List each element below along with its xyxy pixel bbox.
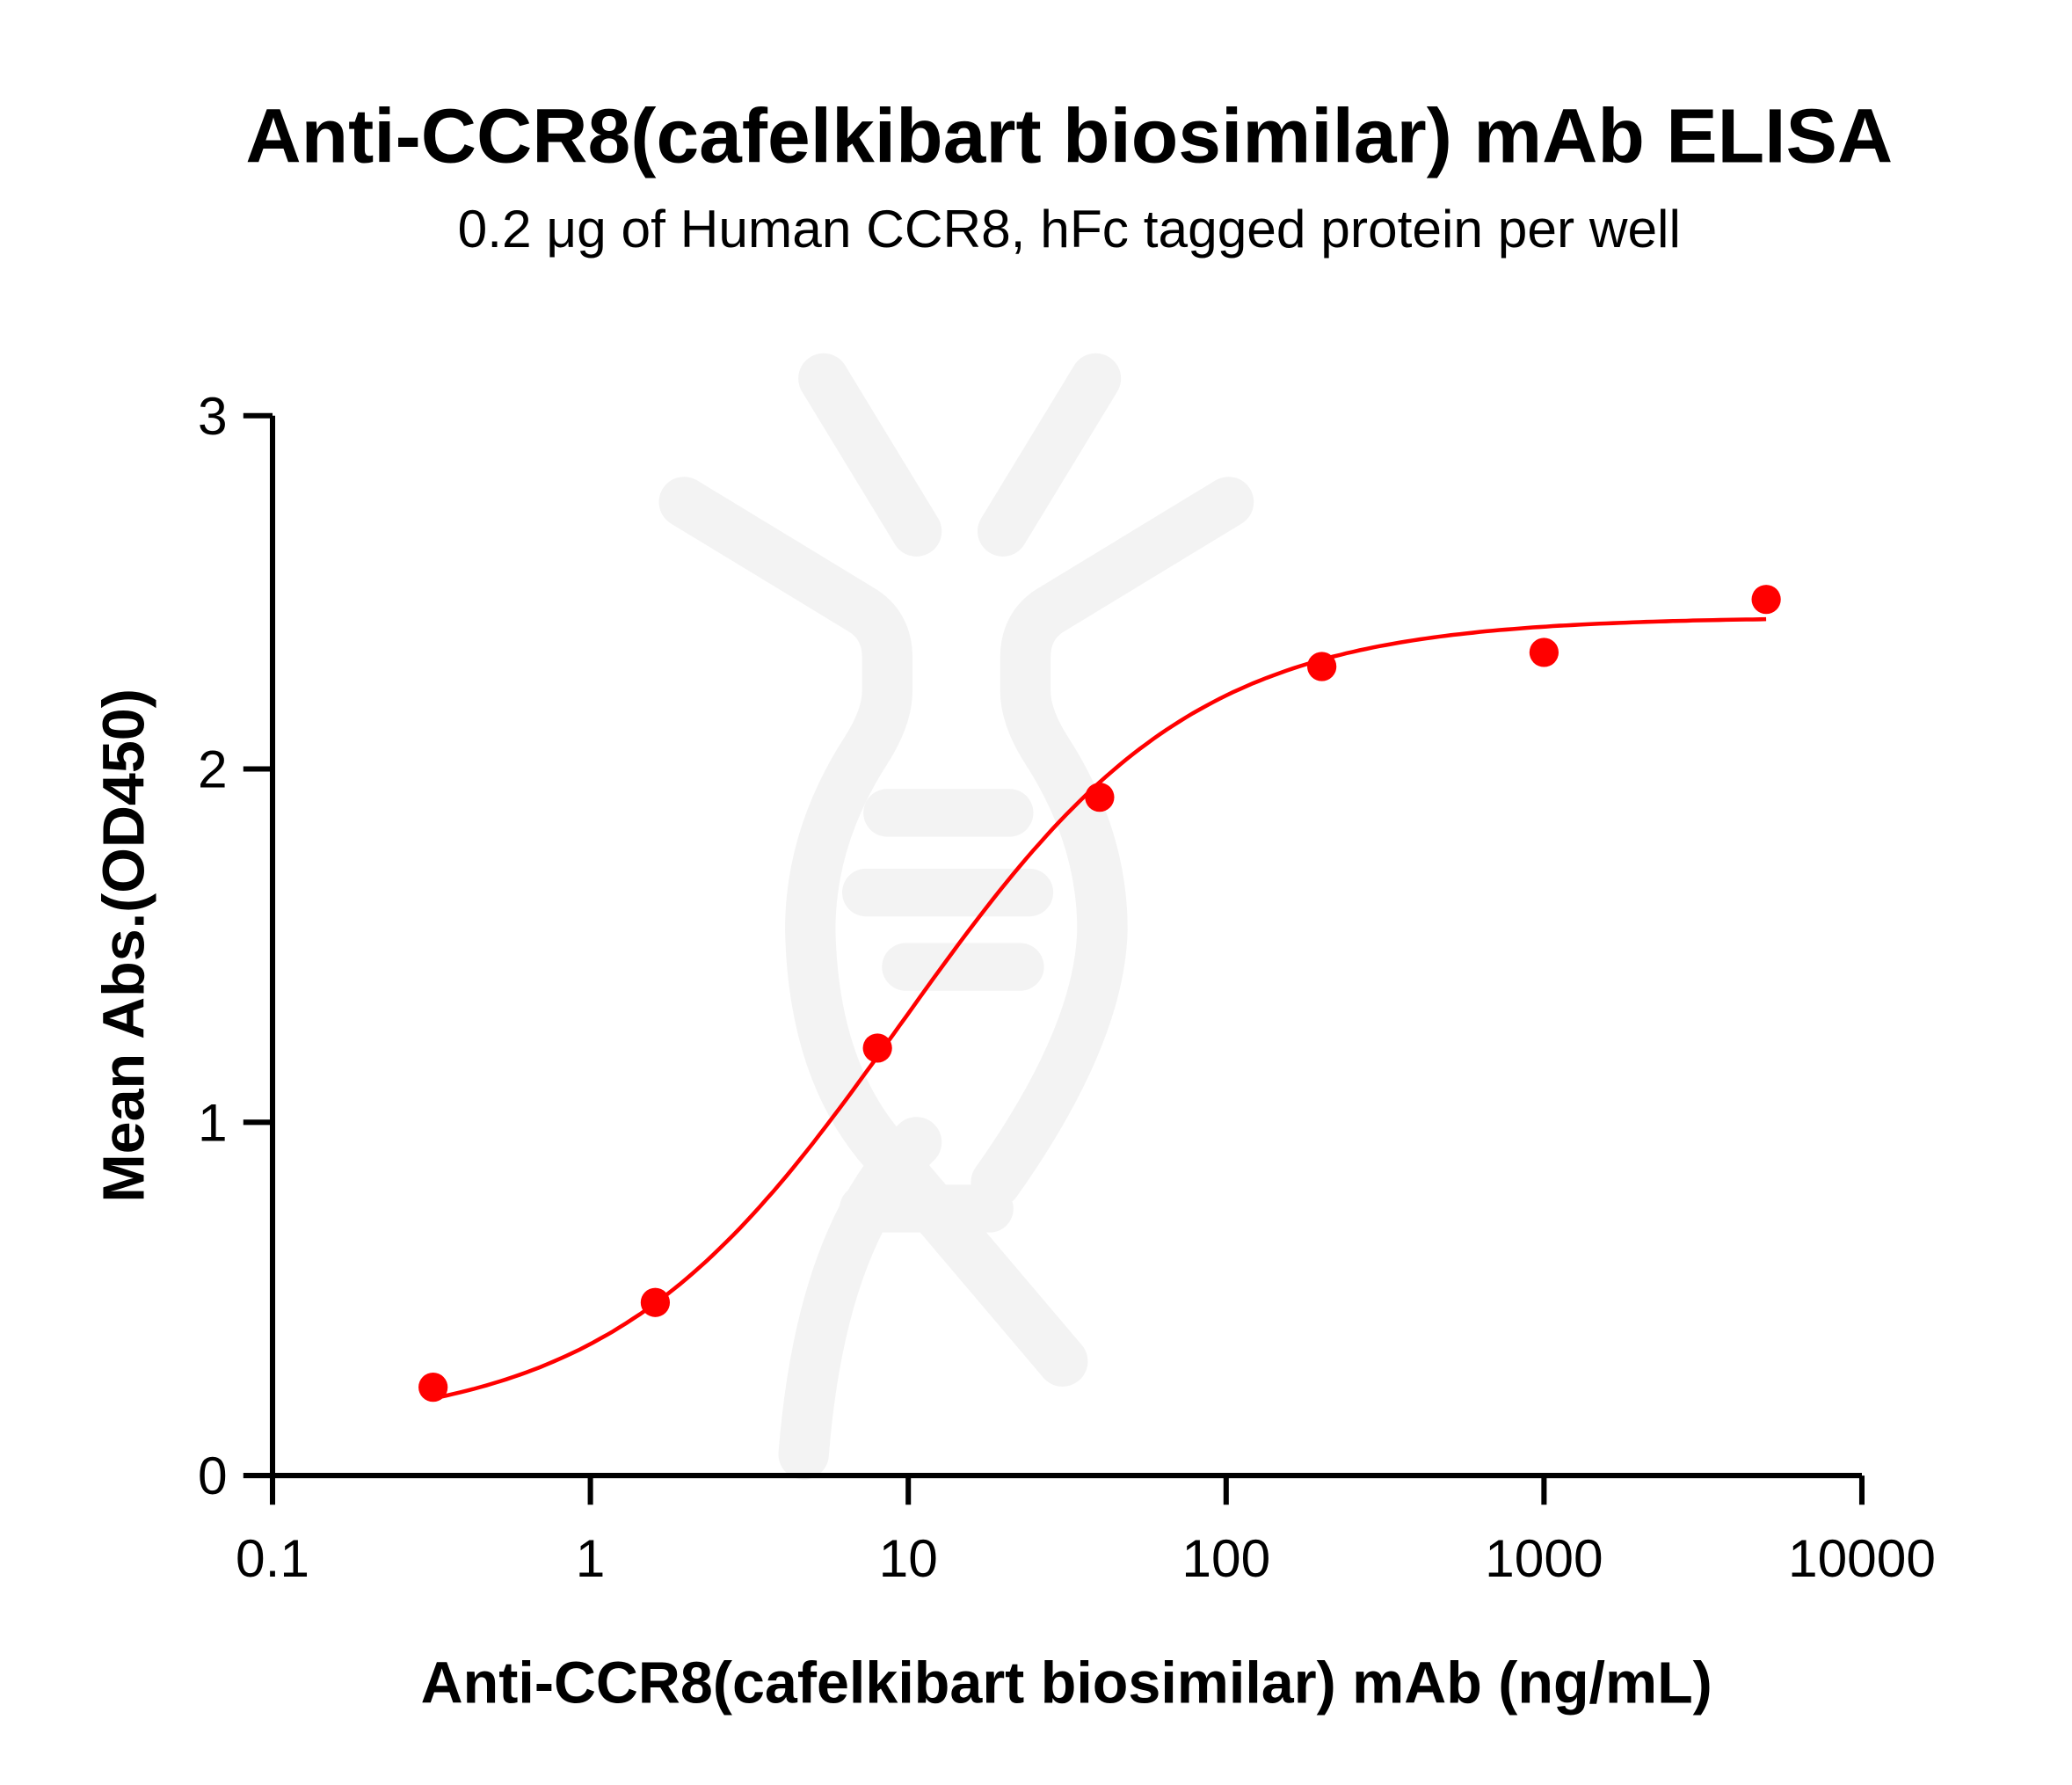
- x-tick-label: 10000: [1788, 1528, 1936, 1588]
- x-tick-label: 1: [576, 1528, 606, 1588]
- x-tick-label: 0.1: [236, 1528, 309, 1588]
- data-point: [1085, 783, 1115, 812]
- y-tick-label: 0: [198, 1446, 228, 1505]
- y-axis-label: Mean Abs.(OD450): [91, 688, 156, 1203]
- data-point: [418, 1373, 448, 1402]
- chart-subtitle: 0.2 μg of Human CCR8, hFc tagged protein…: [458, 199, 1681, 259]
- chart-title: Anti-CCR8(cafelkibart biosimilar) mAb EL…: [245, 92, 1893, 178]
- data-point: [1751, 585, 1781, 615]
- y-tick-label: 1: [198, 1092, 228, 1152]
- x-tick-label: 10: [879, 1528, 938, 1588]
- x-tick-label: 100: [1181, 1528, 1270, 1588]
- x-axis-label: Anti-CCR8(cafelkibart biosimilar) mAb (n…: [421, 1650, 1712, 1716]
- x-tick-label: 1000: [1485, 1528, 1603, 1588]
- y-tick-label: 3: [198, 386, 228, 446]
- data-points: [418, 585, 1781, 1402]
- data-point: [640, 1287, 671, 1317]
- data-point: [1307, 652, 1337, 681]
- data-point: [862, 1033, 892, 1063]
- axes: 0.1 1 10 100 1000 10000 0 1 2 3: [198, 386, 1936, 1588]
- watermark-logo: [658, 353, 1254, 1480]
- y-tick-label: 2: [198, 740, 228, 799]
- data-point: [1529, 638, 1559, 667]
